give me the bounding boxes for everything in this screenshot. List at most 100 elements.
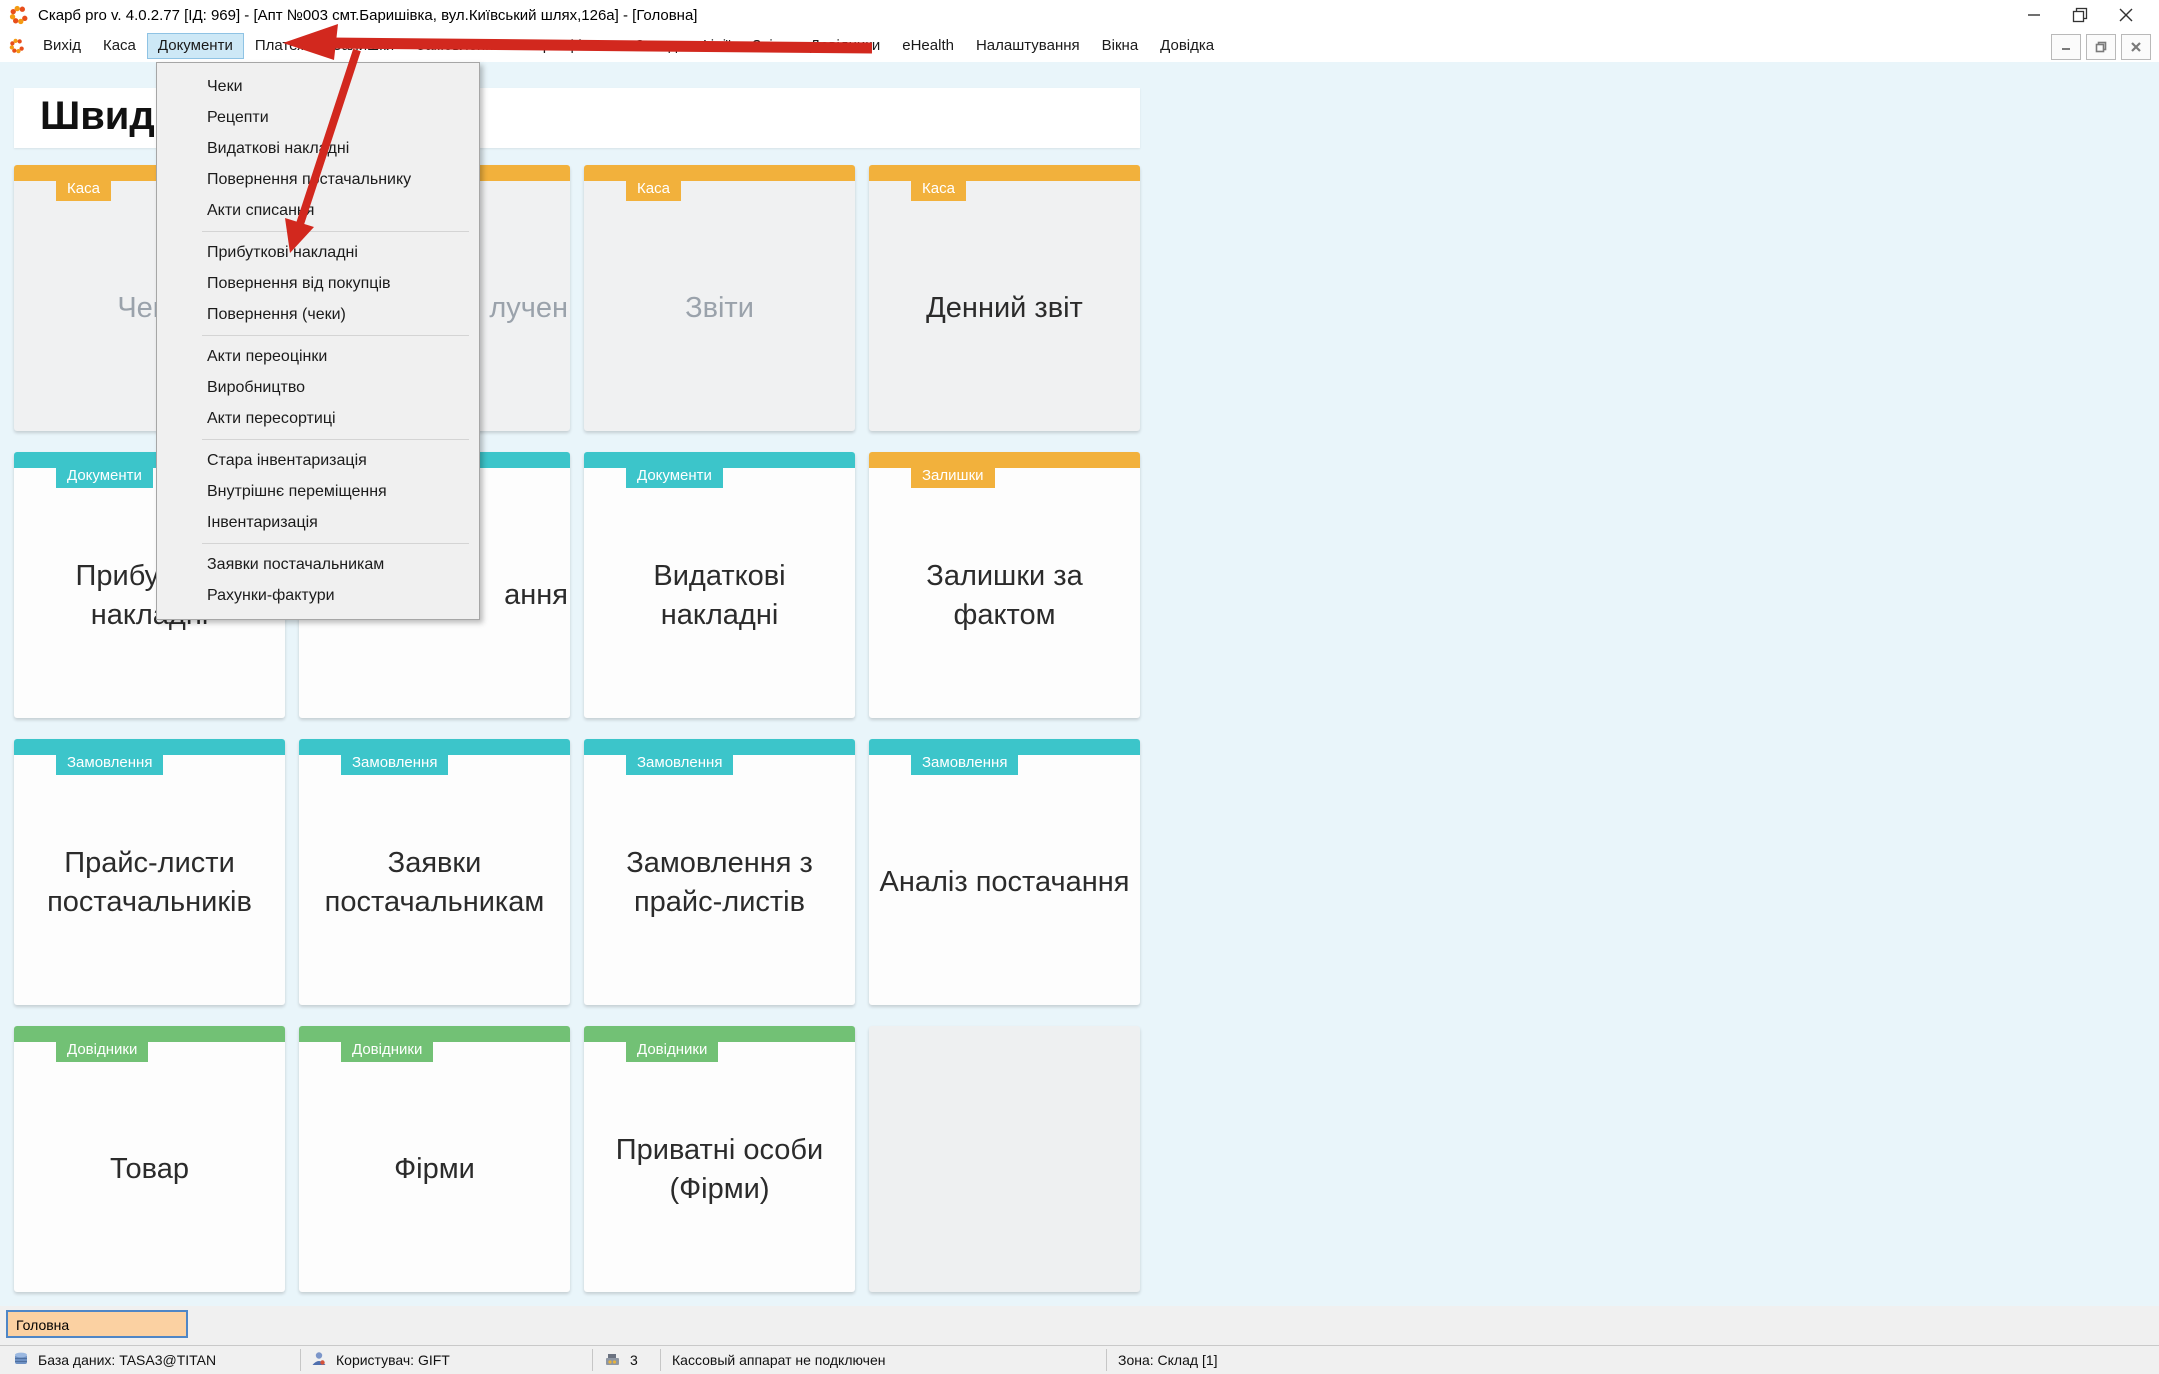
menu-item-ehealth[interactable]: eHealth (902, 37, 954, 54)
tile-band (14, 1026, 285, 1042)
tab-holovna[interactable]: Головна (6, 1310, 188, 1338)
menu-item-zalyshky[interactable]: Залишки (332, 37, 395, 54)
tile-category-badge: Замовлення (911, 750, 1019, 775)
status-register-message-text: Кассовый аппарат не подключен (672, 1352, 886, 1368)
dropdown-item-cheky[interactable]: Чеки (207, 78, 243, 95)
tile-category-badge: Замовлення (56, 750, 164, 775)
mdi-restore-button[interactable] (2086, 34, 2116, 60)
menu-item-zamovlennia[interactable]: Замовлення (416, 37, 502, 54)
tile-category-badge: Замовлення (341, 750, 449, 775)
dropdown-item-vyrobnytstvo[interactable]: Виробництво (207, 379, 306, 396)
menu-item-sklad[interactable]: Склад (633, 37, 678, 54)
tile-empty (869, 1026, 1140, 1292)
dropdown-item-akty-pereotsinky[interactable]: Акти переоцінки (207, 348, 328, 365)
menu-item-dokumenty[interactable]: Документи (146, 33, 244, 59)
tile-category-badge: Каса (911, 176, 966, 201)
page-title: Швид (40, 94, 155, 138)
tile-category-badge: Документи (56, 463, 153, 488)
dropdown-item-povernennia-postachalnyku[interactable]: Повернення постачальнику (207, 171, 412, 188)
menu-item-kasa[interactable]: Каса (102, 37, 136, 54)
tab-row: Головна (0, 1306, 2159, 1345)
tile-category-badge: Замовлення (626, 750, 734, 775)
dropdown-item-retsepty[interactable]: Рецепти (207, 109, 269, 126)
mdi-minimize-button[interactable] (2051, 34, 2081, 60)
dropdown-item-akty-peresortytsi[interactable]: Акти пересортиці (207, 410, 336, 427)
menu-item-dovidka[interactable]: Довідка (1160, 37, 1215, 54)
tile-analiz-postachannia[interactable]: Замовлення Аналіз постачання (869, 739, 1140, 1005)
tile-band (869, 452, 1140, 468)
tile-band (869, 165, 1140, 181)
mdi-window-controls (2051, 34, 2151, 60)
tile-category-badge: Довідники (56, 1037, 149, 1062)
status-user-text: Користувач: GIFT (336, 1352, 450, 1368)
tile-band (299, 1026, 570, 1042)
tile-zamovlennia-z-prais-lystiv[interactable]: Замовлення Замовлення з прайс-листів (584, 739, 855, 1005)
dropdown-item-rakhunky-faktury[interactable]: Рахунки-фактури (207, 587, 335, 604)
close-button[interactable] (2103, 0, 2149, 30)
menu-item-zvity[interactable]: Звіти (752, 37, 788, 54)
tile-band (584, 1026, 855, 1042)
cash-register-icon (604, 1350, 622, 1371)
tile-dennyi-zvit[interactable]: Каса Денний звіт (869, 165, 1140, 431)
dokumenty-dropdown-menu: Чеки Рецепти Видаткові накладні Повернен… (156, 62, 480, 620)
tile-label: Фірми (394, 1153, 475, 1186)
tile-zvity[interactable]: Каса Звіти (584, 165, 855, 431)
tile-category-badge: Документи (626, 463, 723, 488)
tile-tovar[interactable]: Довідники Товар (14, 1026, 285, 1292)
tile-pryvatni-osoby-firmy[interactable]: Довідники Приватні особи (Фірми) (584, 1026, 855, 1292)
app-logo-icon (8, 4, 30, 26)
tile-label: Звіти (685, 292, 754, 325)
separator (592, 1349, 593, 1371)
tile-prais-lysty-postachalnykiv[interactable]: Замовлення Прайс-листи постачальників (14, 739, 285, 1005)
titlebar: Скарб pro v. 4.0.2.77 [ІД: 969] - [Апт №… (0, 0, 2159, 30)
dropdown-item-stara-inventaryzatsiia[interactable]: Стара інвентаризація (207, 452, 367, 469)
menu-separator (202, 439, 469, 440)
separator (1106, 1349, 1107, 1371)
status-database: База даних: TASA3@TITAN (12, 1346, 216, 1374)
menu-item-vikna[interactable]: Вікна (1101, 37, 1139, 54)
window-title: Скарб pro v. 4.0.2.77 [ІД: 969] - [Апт №… (38, 6, 698, 24)
status-register-count-text: 3 (630, 1352, 638, 1368)
dropdown-item-povernennia-vid-pokuptsiv[interactable]: Повернення від покупців (207, 275, 391, 292)
menubar-logo-icon (8, 37, 26, 55)
status-zone-text: Зона: Склад [1] (1118, 1352, 1218, 1368)
separator (660, 1349, 661, 1371)
tile-label: Залишки за фактом (926, 559, 1083, 631)
tile-category-badge: Залишки (911, 463, 995, 488)
tile-band (584, 165, 855, 181)
dropdown-item-akty-spysannia[interactable]: Акти списання (207, 202, 315, 219)
minimize-button[interactable] (2011, 0, 2057, 30)
dropdown-item-zaiavky-postachalnykam[interactable]: Заявки постачальникам (207, 556, 385, 573)
mdi-close-button[interactable] (2121, 34, 2151, 60)
tile-label: Заявки постачальникам (324, 846, 545, 918)
menu-item-filii[interactable]: Філії (699, 37, 731, 54)
user-icon (310, 1350, 328, 1371)
dropdown-item-vydatkovi-nakladni[interactable]: Видаткові накладні (207, 140, 350, 157)
dropdown-item-inventaryzatsiia[interactable]: Інвентаризація (207, 514, 318, 531)
tile-label: Товар (110, 1153, 189, 1186)
menu-item-nalashtuvannia[interactable]: Налаштування (975, 37, 1080, 54)
tile-vydatkovi-nakladni[interactable]: Документи Видаткові накладні (584, 452, 855, 718)
status-user: Користувач: GIFT (310, 1346, 450, 1374)
tile-zaiavky-postachalnykam[interactable]: Замовлення Заявки постачальникам (299, 739, 570, 1005)
tile-label: Видаткові накладні (653, 559, 786, 631)
tile-label: Приватні особи (Фірми) (615, 1133, 824, 1205)
dropdown-item-povernennia-cheky[interactable]: Повернення (чеки) (207, 306, 346, 323)
tile-firmy[interactable]: Довідники Фірми (299, 1026, 570, 1292)
database-icon (12, 1350, 30, 1371)
tile-category-badge: Довідники (626, 1037, 719, 1062)
dropdown-item-prybutkovi-nakladni[interactable]: Прибуткові накладні (207, 244, 358, 261)
menu-item-dovidnyky[interactable]: Довідники (809, 37, 881, 54)
tile-label: Замовлення з прайс-листів (626, 846, 813, 918)
dropdown-item-vnutrishnie-peremishchennia[interactable]: Внутрішнє переміщення (207, 483, 387, 500)
separator (300, 1349, 301, 1371)
menu-separator (202, 543, 469, 544)
menu-item-vykhid[interactable]: Вихід (43, 37, 81, 54)
tile-zalyshky-za-faktom[interactable]: Залишки Залишки за фактом (869, 452, 1140, 718)
menu-item-platezhi[interactable]: Платежі (254, 37, 311, 54)
restore-button[interactable] (2057, 0, 2103, 30)
menu-item-sertyfikaty[interactable]: Сертифікати (523, 37, 612, 54)
tile-label: Денний звіт (926, 292, 1083, 325)
main-area: Швид Каса Чеки лучен Каса Звіти Каса Ден… (0, 62, 2159, 1306)
